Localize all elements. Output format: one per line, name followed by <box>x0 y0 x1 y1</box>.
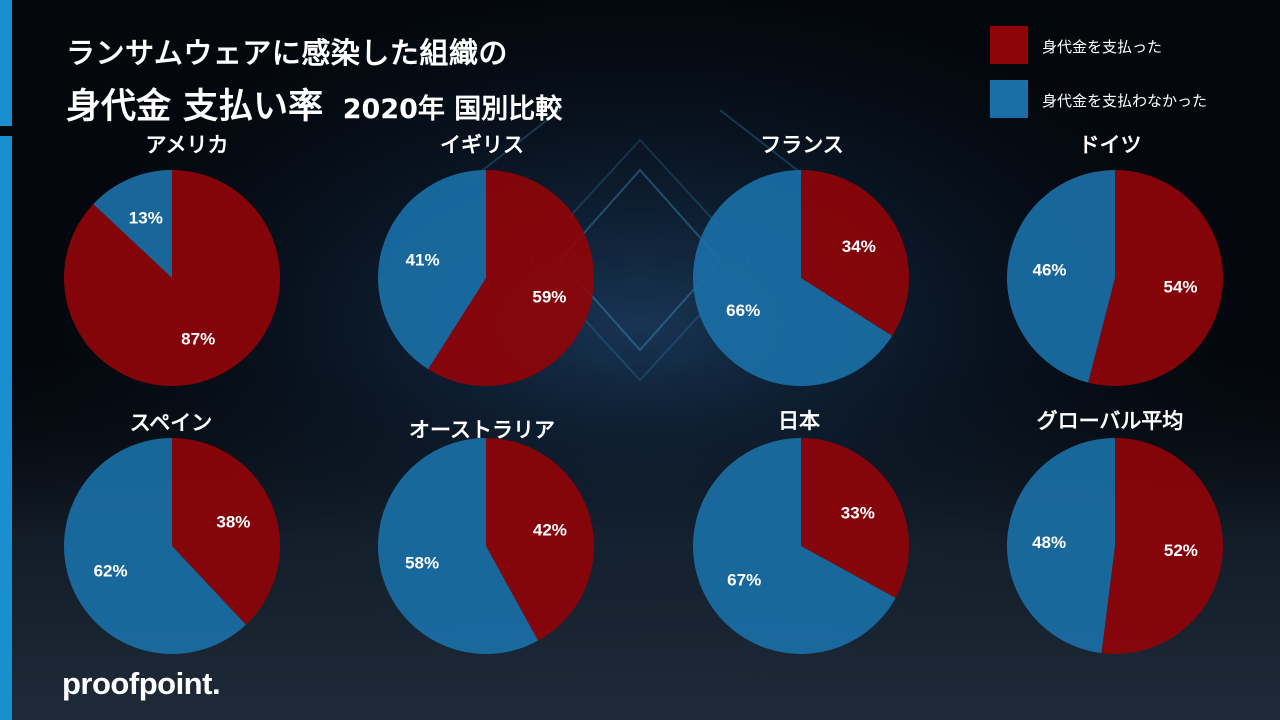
label-not-paid: 66% <box>726 301 760 320</box>
legend-swatch-not-paid <box>990 80 1028 118</box>
legend-item-not-paid: 身代金を支払わなかった <box>990 80 1270 118</box>
label-paid: 87% <box>181 330 215 349</box>
pie-title-france: フランス <box>760 133 844 157</box>
accent-bar-top <box>0 0 12 126</box>
label-paid: 33% <box>841 503 875 522</box>
pie-chart-usa: 87% 13% <box>63 170 280 386</box>
slice-paid <box>801 438 909 599</box>
proofpoint-logo: proofpoint. <box>62 666 221 701</box>
accent-bar-bottom <box>0 136 12 720</box>
slice-paid <box>1088 170 1223 386</box>
pie-title-spain: スペイン <box>129 411 213 435</box>
slice-not-paid <box>1006 438 1115 654</box>
slice-not-paid <box>93 170 172 278</box>
label-not-paid: 62% <box>94 561 128 580</box>
page-title-main: 身代金 支払い率 <box>66 87 324 127</box>
label-not-paid: 58% <box>405 553 439 572</box>
pie-chart-global: 52% 48% <box>1006 438 1223 654</box>
slice-paid <box>1101 438 1223 654</box>
label-not-paid: 41% <box>406 251 440 270</box>
label-paid: 42% <box>533 521 567 540</box>
label-not-paid: 48% <box>1032 533 1066 552</box>
label-not-paid: 67% <box>727 571 761 590</box>
pie-chart-japan: 33% 67% <box>692 438 909 654</box>
slice-not-paid <box>377 170 486 370</box>
slice-not-paid <box>377 438 539 654</box>
slice-not-paid <box>64 438 246 654</box>
page-title-line1: ランサムウェアに感染した組織の <box>66 36 508 70</box>
legend-label-not-paid: 身代金を支払わなかった <box>1042 92 1208 110</box>
slice-paid <box>172 438 281 625</box>
slice-paid <box>63 170 280 386</box>
label-not-paid: 46% <box>1032 261 1066 280</box>
label-paid: 34% <box>842 237 876 256</box>
pie-title-japan: 日本 <box>778 409 820 433</box>
slice-not-paid <box>692 438 896 654</box>
pie-title-australia: オーストラリア <box>409 418 555 442</box>
slice-paid <box>486 438 594 641</box>
pie-title-germany: ドイツ <box>1078 133 1142 157</box>
pie-title-global: グローバル平均 <box>1036 409 1184 433</box>
legend-item-paid: 身代金を支払った <box>990 26 1270 64</box>
slice-not-paid <box>693 170 893 386</box>
label-paid: 38% <box>216 513 250 532</box>
label-paid: 52% <box>1164 541 1198 560</box>
legend-label-paid: 身代金を支払った <box>1042 38 1163 56</box>
label-not-paid: 13% <box>129 208 163 227</box>
slice-paid <box>801 170 910 336</box>
label-paid: 54% <box>1163 277 1197 296</box>
legend-swatch-paid <box>990 26 1028 64</box>
pie-chart-france: 34% 66% <box>693 170 910 386</box>
pie-title-usa: アメリカ <box>145 133 229 157</box>
page-title-line2: 身代金 支払い率 2020年 国別比較 <box>66 78 562 129</box>
page-title-sub: 2020年 国別比較 <box>342 94 563 125</box>
slice-not-paid <box>1006 170 1115 383</box>
pie-chart-spain: 38% 62% <box>64 438 281 654</box>
slice-paid <box>428 170 594 386</box>
pie-title-uk: イギリス <box>440 133 524 157</box>
pie-chart-germany: 54% 46% <box>1006 170 1223 386</box>
pie-chart-uk: 59% 41% <box>377 170 594 386</box>
pie-chart-australia: 42% 58% <box>377 438 594 654</box>
label-paid: 59% <box>532 287 566 306</box>
